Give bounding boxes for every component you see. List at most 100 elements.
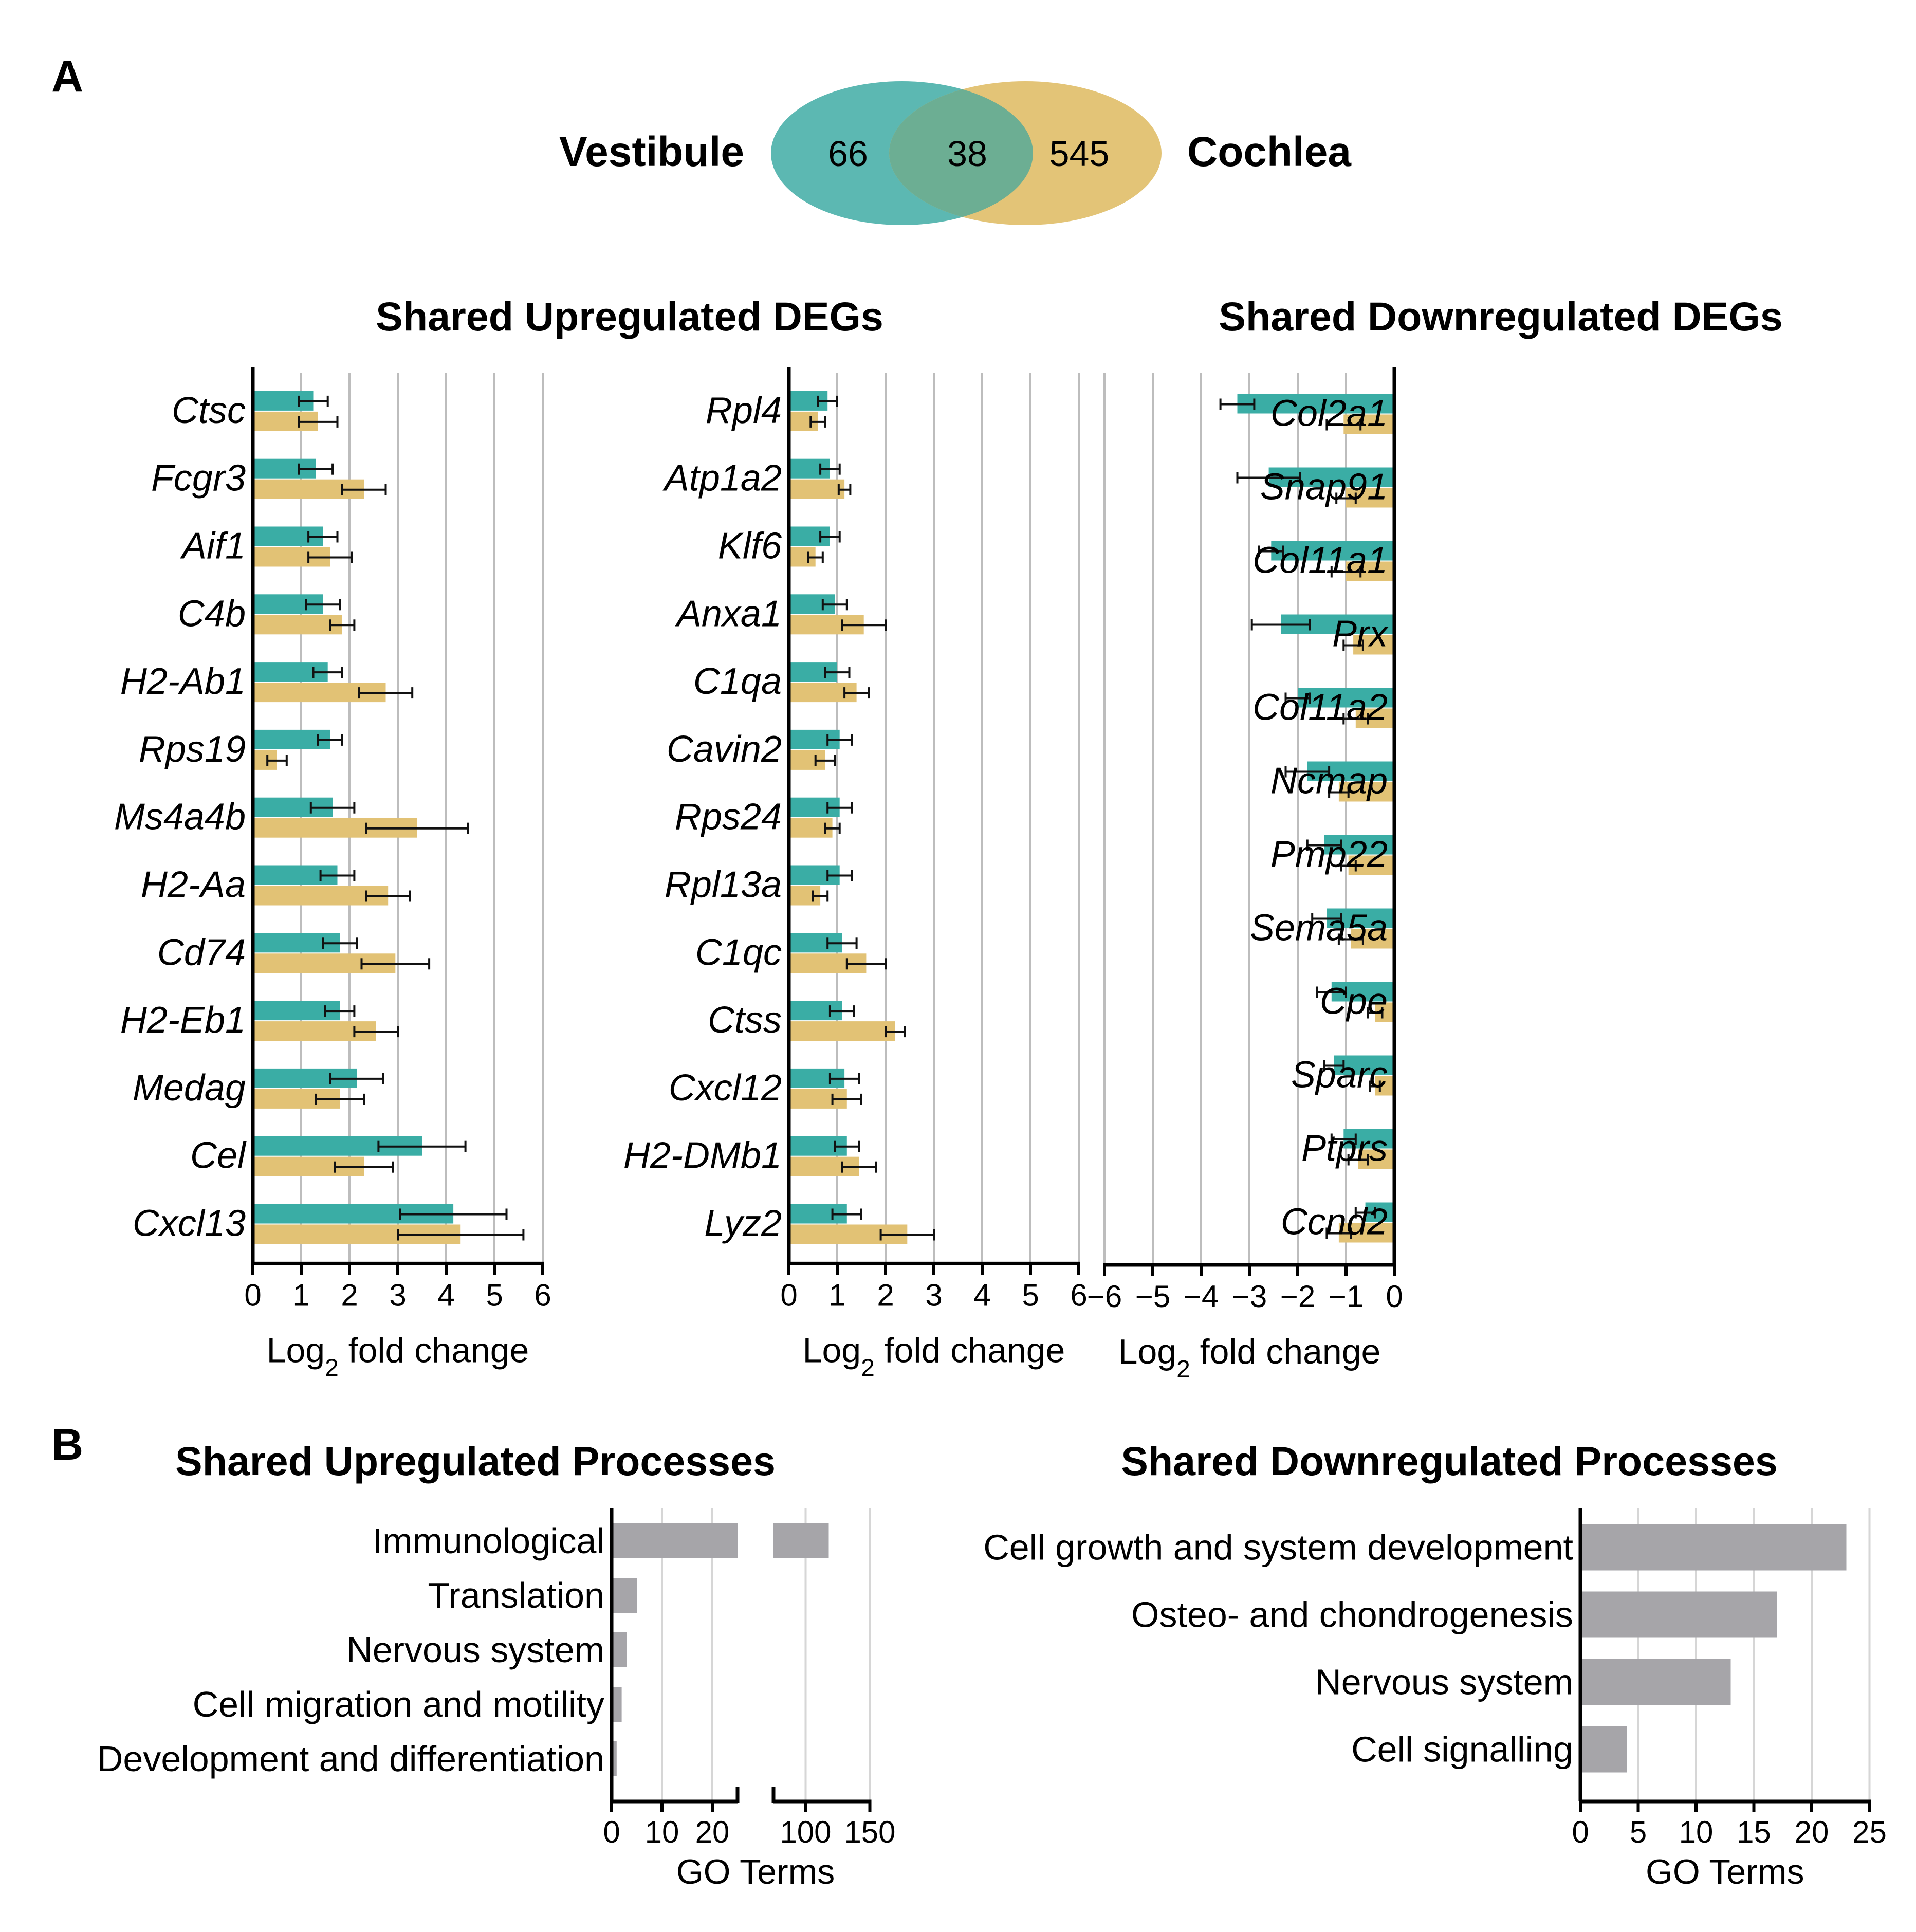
x-tick-label: 100 [780,1815,831,1849]
gene-label: Cxcl13 [133,1203,246,1244]
error-bar [315,1093,365,1105]
error-bar [266,755,288,766]
x-tick-label: 5 [486,1278,503,1312]
gene-label: Prx [1332,614,1389,655]
x-tick-label: 20 [1795,1815,1829,1849]
x-tick-label: 5 [1630,1815,1647,1849]
x-tick-label: 10 [645,1815,679,1849]
venn-overlap-count: 38 [947,134,987,174]
error-bar [841,619,887,631]
error-bar [1340,860,1357,872]
x-tick-label: 0 [1386,1279,1403,1314]
gene-label: Sema5a [1250,908,1388,949]
process-label: Cell growth and system development [983,1528,1573,1568]
error-bar [319,870,356,881]
gene-label: Cxcl12 [669,1068,782,1109]
panel-label-a: A [51,52,83,101]
error-bar [1330,566,1362,578]
error-bar [843,687,870,699]
process-bar-1 [1580,1591,1777,1638]
error-bar [1284,692,1311,704]
error-bar [317,734,343,746]
gene-label: C4b [178,593,246,634]
error-bar [360,958,431,970]
error-bar [305,599,341,611]
process-bar-0-part1 [612,1523,738,1558]
error-bar [821,599,848,611]
x-axis-label: GO Terms [1646,1852,1804,1891]
gene-label: Fcgr3 [151,458,246,499]
cochlea-bar-c4b [253,615,342,635]
gene-label: Ncmap [1270,761,1388,802]
process-label: Nervous system [346,1630,604,1670]
error-bar [1367,1007,1384,1019]
error-bar [1328,786,1350,798]
error-bar [1342,713,1369,725]
error-bar [298,395,329,407]
error-bar [1337,933,1364,945]
gene-label: Rps19 [139,729,246,770]
down-processes-title: Shared Downregulated Processes [1121,1438,1778,1484]
upregulated-degs-chart-2: Rpl4 Atp1a2 Klf6 Anxa1 C1qa Cavin2 Rps24 Rpl13a… [623,367,1088,1382]
error-bar [828,1073,860,1084]
error-bar [324,1005,356,1017]
up-processes-title: Shared Upregulated Processes [175,1438,776,1484]
error-bar [807,551,824,563]
x-tick-label: 1 [292,1278,309,1312]
error-bar [298,416,339,428]
error-bar [312,667,343,678]
gene-label: Sparc [1291,1055,1388,1096]
gene-label: H2-Aa [141,864,246,906]
x-tick-label: 0 [603,1815,620,1849]
x-tick-label: 15 [1737,1815,1771,1849]
error-bar [334,1161,394,1173]
x-tick-label: 0 [780,1278,797,1312]
error-bar [1323,1060,1345,1072]
error-bar [1330,1133,1357,1145]
error-bar [1306,839,1342,851]
x-tick-label: 3 [389,1278,406,1312]
error-bar [322,937,358,949]
x-tick-label: 3 [925,1278,942,1312]
vestibule-bar-col2a1 [1237,394,1394,414]
process-bar-2 [612,1632,627,1667]
gene-label: C1qc [695,932,782,973]
error-bar [1325,1227,1352,1239]
process-bar-4 [612,1741,617,1776]
downregulated-processes-chart: Cell growth and system development Osteo-… [983,1508,1887,1891]
error-bar [824,667,851,678]
process-label: Osteo- and chondrogenesis [1131,1595,1573,1635]
error-bar [1258,545,1284,557]
venn-right-label: Cochlea [1187,128,1352,175]
down-degs-title: Shared Downregulated DEGs [1219,293,1782,339]
error-bar [845,958,887,970]
process-label: Immunological [373,1521,604,1561]
x-tick-label: 10 [1679,1815,1714,1849]
x-axis-label: Log2 fold change [803,1331,1065,1382]
upregulated-degs-chart-1: Ctsc Fcgr3 Aif1 C4b H2-Ab1 Rps19 Ms4a4b H2-Aa Cd… [114,367,551,1382]
error-bar [879,1229,935,1241]
process-label: Translation [428,1575,604,1615]
gene-label: Ccnd2 [1281,1202,1388,1243]
error-bar [812,890,829,902]
gene-label: Aif1 [180,526,246,567]
error-bar [1311,913,1342,925]
x-tick-label: −1 [1329,1279,1364,1314]
x-tick-label: 4 [973,1278,990,1312]
gene-label: Medag [133,1068,246,1109]
error-bar [365,822,469,834]
error-bar [341,484,387,495]
cochlea-bar-ctss [789,1021,895,1041]
gene-label: Cel [190,1135,247,1176]
error-bar [298,463,334,475]
x-tick-label: 5 [1022,1278,1039,1312]
upregulated-processes-chart: Immunological Translation Nervous system Ce… [97,1508,896,1891]
error-bar [353,1026,399,1038]
process-label: Cell migration and motility [193,1684,604,1724]
error-bar [828,1005,855,1017]
gene-label: Cpe [1320,981,1388,1022]
process-bar-3 [612,1687,622,1722]
up-degs-title: Shared Upregulated DEGs [376,293,883,339]
error-bar [1316,986,1347,998]
